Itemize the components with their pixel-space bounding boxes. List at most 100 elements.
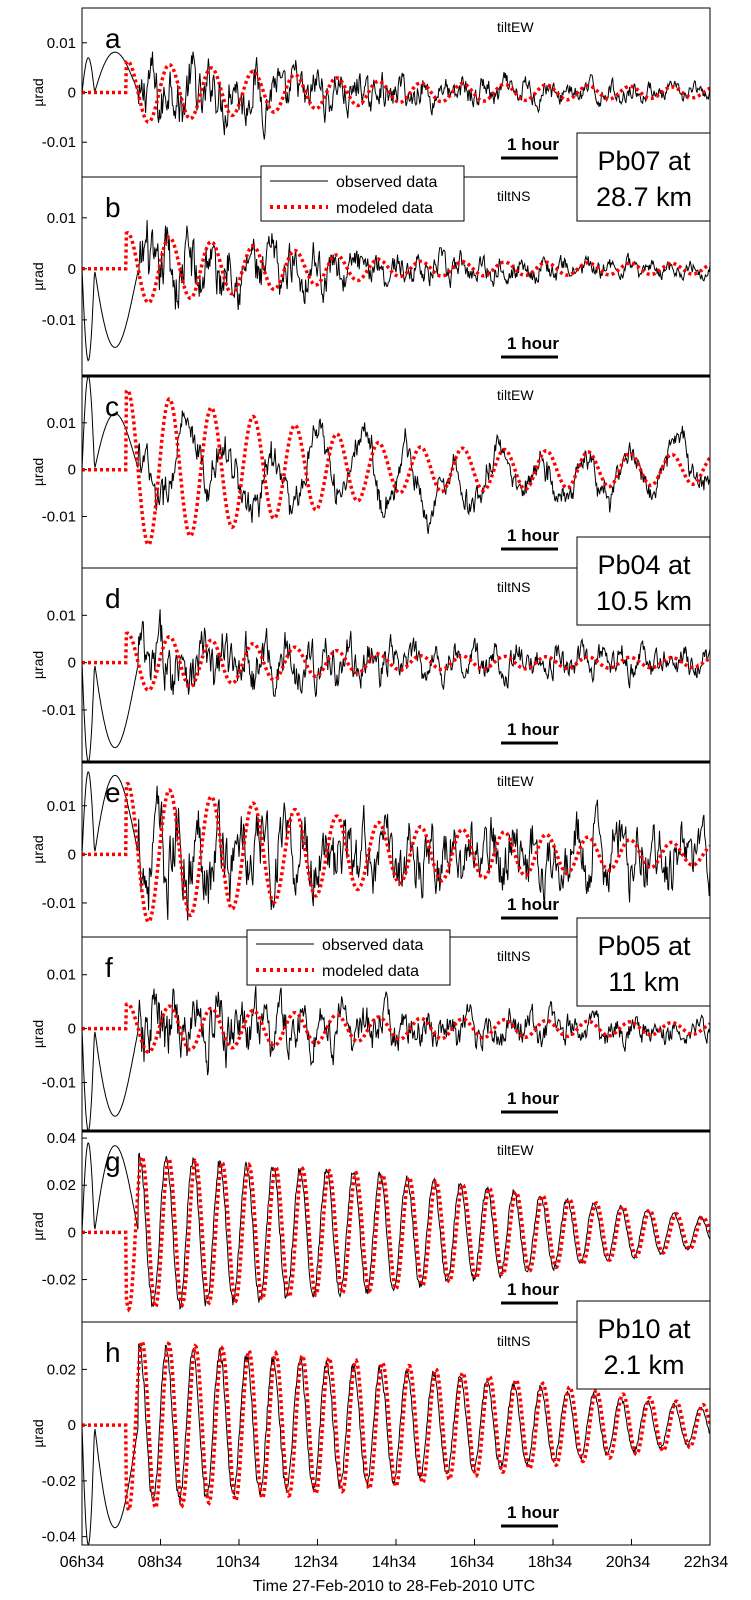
- component-label: tiltNS: [497, 188, 530, 204]
- station-distance: 28.7 km: [596, 182, 692, 212]
- modeled-series-line: [82, 1155, 710, 1313]
- modeled-series-line: [82, 231, 710, 305]
- component-label: tiltNS: [497, 948, 530, 964]
- y-tick-label: -0.01: [42, 895, 76, 912]
- panel-letter: b: [105, 192, 121, 223]
- x-tick-label: 08h34: [138, 1554, 183, 1571]
- component-label: tiltEW: [497, 773, 534, 789]
- y-tick-label: 0: [68, 655, 76, 672]
- station-name: Pb07 at: [597, 146, 691, 176]
- panel-letter: d: [105, 583, 121, 614]
- y-tick-label: -0.02: [42, 1272, 76, 1289]
- observed-series-line: [82, 1141, 710, 1311]
- station-boxes: Pb07 at 28.7 km Pb04 at 10.5 km Pb05 at …: [576, 132, 711, 1390]
- panel-f: 0.01 0 -0.01 µrad f tiltNS 1 hour: [30, 936, 711, 1132]
- legend-middle: observed data modeled data: [246, 929, 451, 986]
- observed-series-line: [82, 609, 710, 762]
- x-tick-label: 16h34: [450, 1554, 495, 1571]
- panel-c: 0.01 0 -0.01 µrad c tiltEW 1 hour: [30, 375, 711, 569]
- station-box-pb07: Pb07 at 28.7 km: [576, 132, 711, 222]
- y-axis-label: µrad: [30, 78, 46, 106]
- station-box-pb10: Pb10 at 2.1 km: [576, 1300, 711, 1390]
- panel-letter: e: [105, 777, 121, 808]
- x-tick-label: 20h34: [606, 1554, 651, 1571]
- component-label: tiltNS: [497, 579, 530, 595]
- y-tick-label: -0.01: [42, 508, 76, 525]
- y-tick-label: -0.02: [42, 1473, 76, 1490]
- observed-series-line: [82, 376, 710, 534]
- y-tick-label: -0.01: [42, 702, 76, 719]
- scale-bar-label: 1 hour: [507, 334, 559, 353]
- panels: 0.01 0 -0.01 µrad a tiltEW 1 hour 0.01 0 -0.01 µra…: [30, 7, 711, 1546]
- x-tick-label: 14h34: [372, 1554, 417, 1571]
- modeled-series-line: [82, 1002, 710, 1054]
- x-tick-label: 12h34: [294, 1554, 339, 1571]
- station-distance: 11 km: [608, 967, 680, 997]
- component-label: tiltEW: [497, 387, 534, 403]
- y-tick-label: 0.01: [47, 415, 76, 432]
- panel-frame: [81, 761, 711, 938]
- panel-a: 0.01 0 -0.01 µrad a tiltEW 1 hour: [30, 7, 711, 178]
- station-box-pb05: Pb05 at 11 km: [576, 917, 711, 1007]
- x-tick-label: 06h34: [60, 1554, 105, 1571]
- y-axis-label: µrad: [30, 651, 46, 679]
- panel-letter: c: [105, 391, 119, 422]
- y-tick-label: 0.02: [47, 1361, 76, 1378]
- modeled-series-line: [82, 388, 710, 547]
- x-tick-label: 10h34: [216, 1554, 261, 1571]
- station-box-pb04: Pb04 at 10.5 km: [576, 536, 711, 626]
- y-tick-label: 0.01: [47, 210, 76, 227]
- scale-bar-label: 1 hour: [507, 135, 559, 154]
- legend-top: observed data modeled data: [260, 165, 465, 222]
- y-tick-label: -0.01: [42, 134, 76, 151]
- y-tick-label: 0.01: [47, 607, 76, 624]
- modeled-series-line: [82, 782, 710, 924]
- y-tick-label: 0.01: [47, 798, 76, 815]
- panel-letter: a: [105, 23, 121, 54]
- legends: observed data modeled data observed data…: [246, 165, 465, 986]
- panel-letter: f: [105, 952, 113, 983]
- y-tick-label: 0: [68, 85, 76, 102]
- y-axis-label: µrad: [30, 1020, 46, 1048]
- observed-series-line: [82, 985, 710, 1131]
- panel-e: 0.01 0 -0.01 µrad e tiltEW 1 hour: [30, 761, 711, 938]
- scale-bar-label: 1 hour: [507, 526, 559, 545]
- y-tick-label: 0: [68, 1417, 76, 1434]
- observed-series-line: [82, 1343, 710, 1545]
- x-axis-title: Time 27-Feb-2010 to 28-Feb-2010 UTC: [253, 1578, 535, 1595]
- x-axis: 06h34 08h34 10h34 12h34 14h34 16h34 18h3…: [60, 1554, 729, 1595]
- legend-modeled-label: modeled data: [336, 200, 433, 217]
- y-axis-label: µrad: [30, 1212, 46, 1240]
- modeled-series-line: [82, 631, 710, 692]
- component-label: tiltEW: [497, 1142, 534, 1158]
- y-axis-label: µrad: [30, 835, 46, 863]
- scale-bar-label: 1 hour: [507, 1503, 559, 1522]
- y-tick-label: -0.01: [42, 312, 76, 329]
- panel-b: 0.01 0 -0.01 µrad b tiltNS 1 hour: [30, 176, 711, 377]
- legend-observed-label: observed data: [336, 174, 438, 191]
- y-tick-label: 0.04: [47, 1130, 76, 1147]
- panel-g: 0.04 0.02 0 -0.02 µrad g tiltEW 1 hour: [30, 1130, 711, 1323]
- y-axis-label: µrad: [30, 262, 46, 290]
- panel-letter: g: [105, 1146, 121, 1177]
- y-tick-label: -0.04: [42, 1529, 76, 1546]
- observed-series-line: [82, 220, 710, 362]
- y-tick-label: 0: [68, 1224, 76, 1241]
- legend-observed-label: observed data: [322, 937, 424, 954]
- station-name: Pb05 at: [597, 931, 691, 961]
- y-tick-label: 0: [68, 462, 76, 479]
- y-tick-label: -0.01: [42, 1075, 76, 1092]
- scale-bar-label: 1 hour: [507, 895, 559, 914]
- component-label: tiltEW: [497, 19, 534, 35]
- y-axis-label: µrad: [30, 1419, 46, 1447]
- station-name: Pb10 at: [597, 1314, 691, 1344]
- station-distance: 2.1 km: [603, 1350, 684, 1380]
- y-tick-label: 0: [68, 846, 76, 863]
- y-tick-label: 0: [68, 1021, 76, 1038]
- component-label: tiltNS: [497, 1333, 530, 1349]
- y-axis-label: µrad: [30, 458, 46, 486]
- observed-series-line: [82, 770, 710, 921]
- x-tick-label: 18h34: [528, 1554, 573, 1571]
- x-tick-label: 22h34: [684, 1554, 729, 1571]
